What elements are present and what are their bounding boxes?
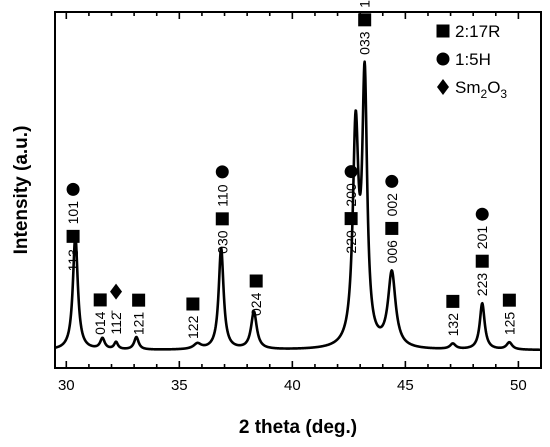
peak-index-label: 200 bbox=[343, 183, 359, 207]
square-marker bbox=[344, 212, 358, 226]
peak-index-label: 033 bbox=[357, 31, 373, 55]
peak-index-label: 006 bbox=[384, 240, 400, 264]
circle-marker bbox=[475, 207, 489, 221]
legend-label: 2:17R bbox=[455, 22, 500, 41]
circle-marker bbox=[66, 182, 80, 196]
plot-frame bbox=[54, 11, 542, 369]
peak-index-label: 223 bbox=[474, 273, 490, 297]
square-marker bbox=[215, 212, 229, 226]
peak-index-label: 121 bbox=[131, 312, 147, 336]
square-marker bbox=[446, 294, 460, 308]
peak-index-label: 110 bbox=[214, 184, 230, 207]
legend-diamond-marker bbox=[437, 79, 449, 95]
peak-index-label: 125 bbox=[501, 312, 517, 336]
x-tick-label: 30 bbox=[58, 377, 75, 394]
square-marker bbox=[475, 254, 489, 268]
peak-index-label: 101 bbox=[65, 201, 81, 225]
legend-label: Sm2O3 bbox=[455, 78, 507, 101]
x-tick-label: 45 bbox=[397, 377, 414, 394]
peak-index-label: 122 bbox=[185, 315, 201, 339]
diamond-marker bbox=[110, 283, 123, 300]
peak-index-label: 132 bbox=[445, 313, 461, 337]
circle-marker bbox=[215, 165, 229, 179]
legend-label: 1:5H bbox=[455, 50, 491, 69]
square-marker bbox=[93, 293, 107, 307]
peak-index-label: 112̄ bbox=[108, 310, 124, 334]
x-axis-title: 2 theta (deg.) bbox=[239, 417, 357, 438]
legend-square-marker bbox=[436, 24, 450, 38]
peak-index-label: 014 bbox=[92, 311, 108, 335]
square-marker bbox=[249, 274, 263, 288]
peak-index-label: 030 bbox=[214, 230, 230, 254]
square-marker bbox=[358, 13, 372, 27]
peak-index-label: 111 bbox=[357, 0, 373, 8]
peak-index-label: 113 bbox=[65, 249, 81, 272]
square-marker bbox=[66, 229, 80, 243]
x-tick-label: 35 bbox=[171, 377, 188, 394]
square-marker bbox=[502, 293, 516, 307]
square-marker bbox=[385, 221, 399, 235]
circle-marker bbox=[385, 174, 399, 188]
legend-circle-marker bbox=[436, 52, 450, 66]
peak-index-label: 024 bbox=[248, 292, 264, 316]
square-marker bbox=[132, 293, 146, 307]
x-tick-label: 40 bbox=[284, 377, 301, 394]
circle-marker bbox=[344, 165, 358, 179]
square-marker bbox=[186, 297, 200, 311]
peak-index-label: 002 bbox=[384, 193, 400, 217]
peak-index-label: 201 bbox=[474, 226, 490, 250]
peak-index-label: 220 bbox=[343, 230, 359, 254]
xrd-pattern-line bbox=[54, 60, 542, 352]
y-axis-title: Intensity (a.u.) bbox=[11, 126, 32, 255]
x-tick-label: 50 bbox=[510, 377, 527, 394]
